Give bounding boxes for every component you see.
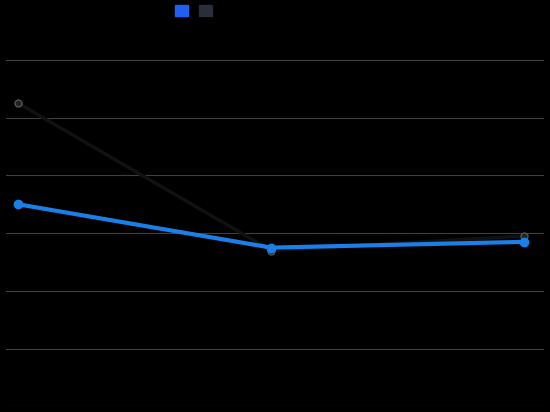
Legend: , : , [170,0,218,23]
